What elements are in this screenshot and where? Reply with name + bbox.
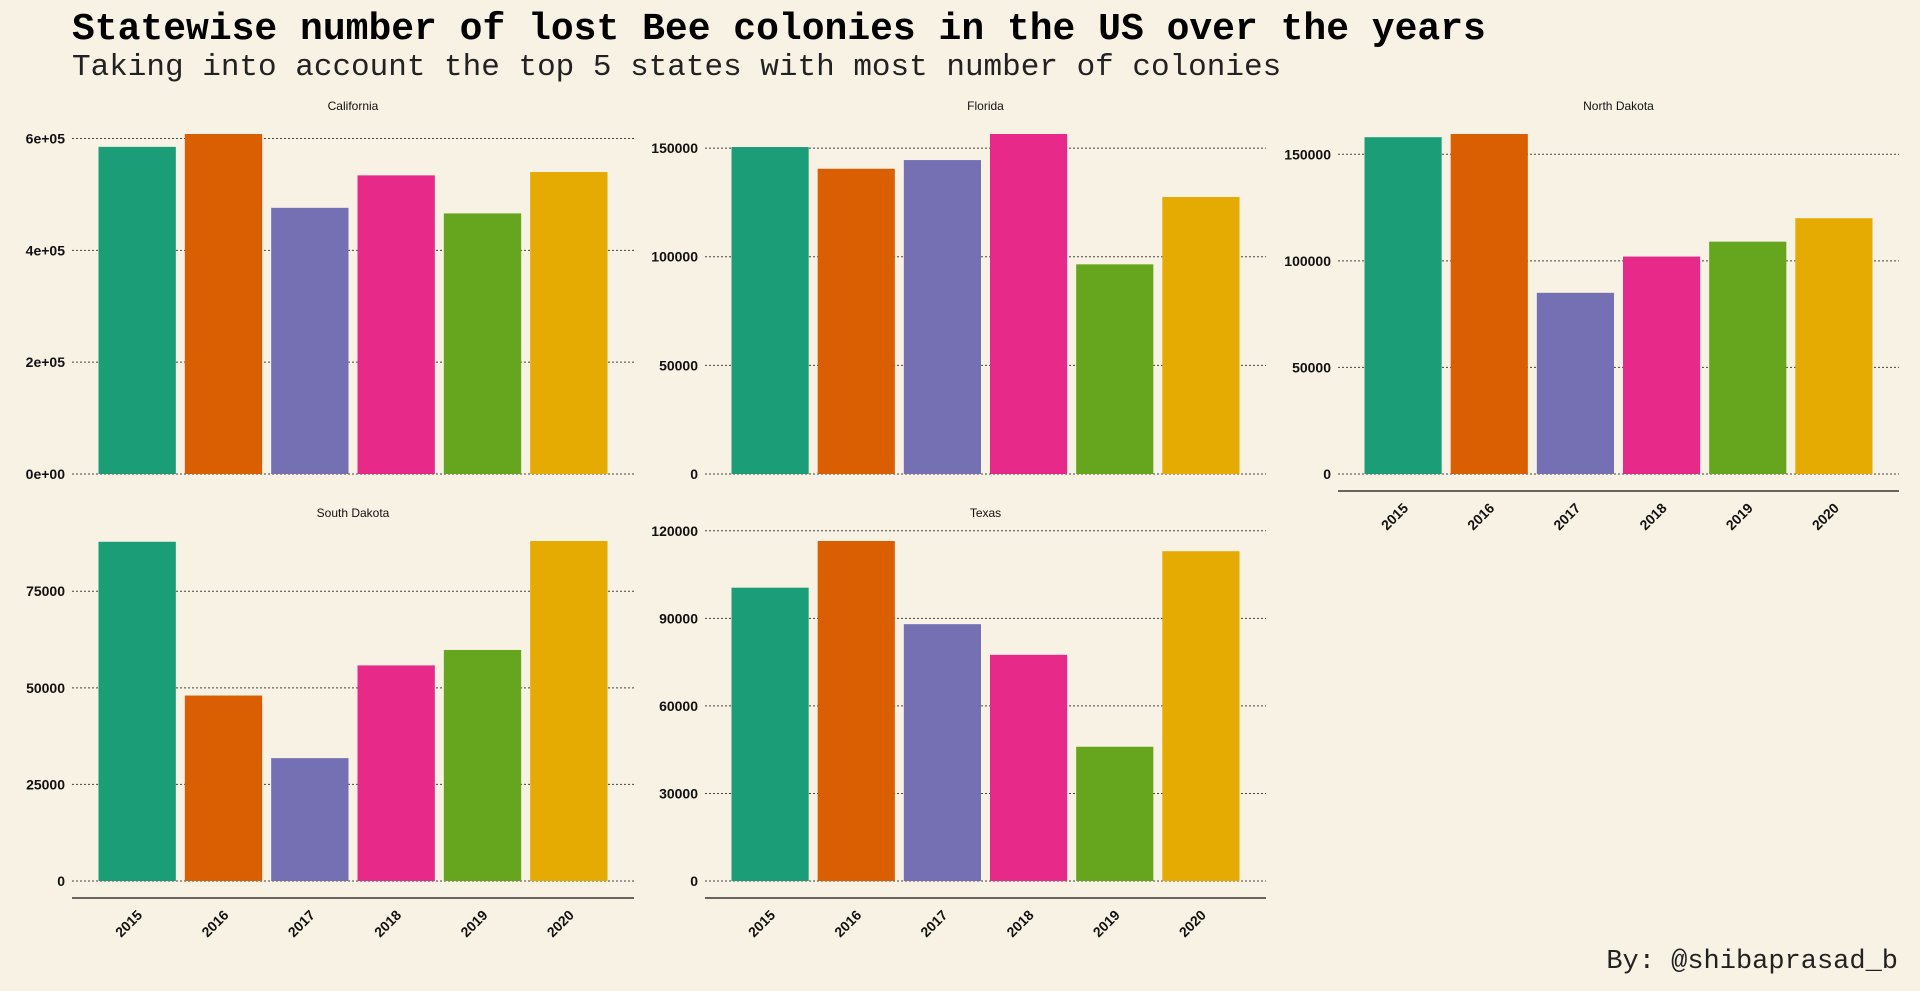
panel-california: California 0e+00 2e+05 4e+05 6e+05: [26, 99, 634, 482]
bar-2018: [357, 175, 435, 474]
y-tick-label: 4e+05: [26, 242, 66, 258]
bar-2017: [1536, 292, 1614, 474]
x-tick-label: 2019: [1723, 500, 1756, 533]
bar-2018: [990, 134, 1068, 474]
x-tick-label: 2018: [1003, 907, 1036, 940]
x-tick-label: 2017: [1550, 500, 1583, 533]
bar-2019: [1709, 241, 1787, 474]
bar-2017: [903, 624, 981, 881]
y-tick-label: 0e+00: [26, 466, 66, 482]
bar-2018: [990, 654, 1068, 881]
chart-title: Statewise number of lost Bee colonies in…: [72, 8, 1486, 51]
x-tick-label: 2020: [544, 907, 577, 940]
x-tick-label: 2015: [1378, 500, 1411, 533]
y-tick-label: 0: [1323, 466, 1331, 482]
x-tick-label: 2015: [745, 907, 778, 940]
x-tick-label: 2019: [1090, 907, 1123, 940]
bar-2020: [1162, 197, 1240, 475]
panel-texas: Texas 0 30000 60000 90000 120000 2015 2016 2017 2…: [651, 506, 1266, 940]
x-tick-label: 2018: [1636, 500, 1669, 533]
panel-title: Texas: [970, 506, 1001, 520]
bar-2017: [903, 160, 981, 474]
y-tick-label: 0: [690, 466, 698, 482]
x-tick-label: 2020: [1809, 500, 1842, 533]
x-tick-label: 2016: [831, 907, 864, 940]
y-tick-label: 0: [57, 873, 65, 889]
bar-2015: [98, 146, 176, 474]
panel-title: California: [328, 99, 379, 113]
bar-2019: [443, 649, 522, 881]
y-tick-label: 60000: [659, 698, 698, 714]
bar-2019: [443, 213, 522, 474]
author-caption: By: @shibaprasad_b: [1606, 947, 1898, 977]
panel-north-dakota: North Dakota 0 50000 100000 150000 2015 2016 20…: [1284, 99, 1899, 533]
x-tick-label: 2017: [285, 907, 318, 940]
bar-2017: [271, 207, 349, 474]
y-tick-label: 100000: [651, 249, 698, 265]
y-tick-label: 2e+05: [26, 354, 66, 370]
bar-2019: [1076, 264, 1154, 474]
y-tick-label: 75000: [26, 583, 65, 599]
y-tick-label: 120000: [651, 523, 698, 539]
bar-2020: [1795, 218, 1873, 474]
bar-2016: [184, 695, 263, 881]
x-tick-label: 2020: [1176, 907, 1209, 940]
bar-2015: [731, 147, 809, 474]
y-tick-label: 150000: [651, 140, 698, 156]
bar-2016: [817, 168, 895, 474]
y-tick-label: 100000: [1284, 253, 1331, 269]
y-tick-label: 50000: [659, 357, 698, 373]
x-tick-label: 2017: [917, 907, 950, 940]
panel-title: South Dakota: [317, 506, 390, 520]
bar-2020: [530, 541, 608, 881]
y-tick-label: 50000: [26, 680, 65, 696]
panel-title: Florida: [967, 99, 1004, 113]
bar-2019: [1076, 746, 1154, 881]
y-tick-label: 0: [690, 873, 698, 889]
chart-subtitle: Taking into account the top 5 states wit…: [72, 50, 1282, 85]
y-tick-label: 150000: [1284, 146, 1331, 162]
bar-2016: [817, 541, 895, 881]
bar-2016: [1450, 134, 1528, 474]
bar-2016: [184, 134, 263, 474]
y-tick-label: 25000: [26, 776, 65, 792]
y-tick-label: 6e+05: [26, 130, 66, 146]
bar-2020: [1162, 551, 1240, 881]
x-tick-label: 2018: [371, 907, 404, 940]
x-tick-label: 2019: [457, 907, 490, 940]
y-tick-label: 50000: [1292, 359, 1331, 375]
panel-florida: Florida 0 50000 100000 150000: [651, 99, 1266, 482]
x-tick-label: 2016: [1464, 500, 1497, 533]
panel-title: North Dakota: [1583, 99, 1654, 113]
bar-2017: [271, 758, 349, 881]
y-tick-label: 30000: [659, 785, 698, 801]
y-tick-label: 90000: [659, 610, 698, 626]
bar-2020: [530, 172, 608, 475]
bar-2015: [1364, 137, 1442, 474]
panel-south-dakota: South Dakota 0 25000 50000 75000 2015 2016 2017…: [26, 506, 634, 940]
bar-2018: [357, 665, 435, 881]
bar-2015: [731, 587, 809, 881]
bar-2015: [98, 541, 176, 881]
x-tick-label: 2015: [112, 907, 145, 940]
x-tick-label: 2016: [198, 907, 231, 940]
bar-2018: [1623, 256, 1701, 474]
